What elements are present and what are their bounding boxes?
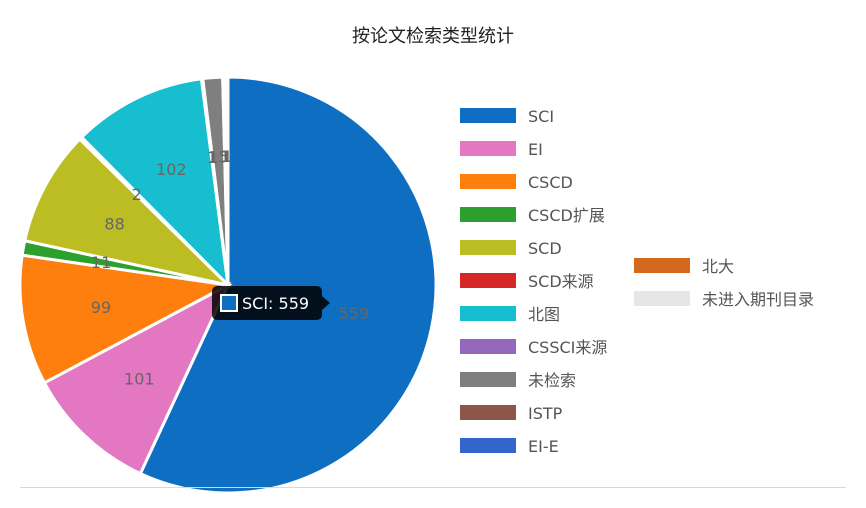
legend-label: CSSCI来源 <box>528 338 607 357</box>
tooltip-swatch <box>220 294 238 312</box>
pie-slices <box>18 75 438 495</box>
legend-swatch <box>460 306 516 321</box>
slice-value-label: 559 <box>339 304 370 323</box>
legend-item[interactable]: EI-E <box>460 437 559 456</box>
legend-swatch <box>460 273 516 288</box>
legend-swatch <box>634 258 690 273</box>
slice-value-label: 99 <box>91 298 111 317</box>
legend-swatch <box>460 207 516 222</box>
legend-item[interactable]: SCI <box>460 107 554 126</box>
legend-item[interactable]: 北图 <box>460 305 560 324</box>
legend-item[interactable]: CSCD <box>460 173 573 192</box>
divider <box>20 487 846 488</box>
legend-item[interactable]: EI <box>460 140 543 159</box>
legend-item[interactable]: SCD <box>460 239 562 258</box>
slice-value-label: 101 <box>124 370 155 389</box>
slice-value-label: 1 <box>207 148 217 167</box>
legend-label: ISTP <box>528 404 563 423</box>
legend-item[interactable]: 未检索 <box>460 371 576 390</box>
chart-title: 按论文检索类型统计 <box>352 26 514 47</box>
slice-value-label: 11 <box>91 253 111 272</box>
slice-value-label: 88 <box>104 215 124 234</box>
slice-value-label: 2 <box>132 185 142 204</box>
slice-value-label: 1 <box>220 147 230 166</box>
slice-2[interactable] <box>18 253 233 385</box>
slice-6[interactable] <box>79 77 231 290</box>
legend-swatch <box>634 291 690 306</box>
legend-swatch <box>460 240 516 255</box>
legend-label: 北大 <box>702 257 734 276</box>
tooltip-box <box>212 286 330 320</box>
slice-value-label: 102 <box>156 160 187 179</box>
legend-item[interactable]: CSCD扩展 <box>460 206 605 225</box>
slice-value-label: 15 <box>208 147 228 166</box>
legend-label: CSCD <box>528 173 573 192</box>
slice-value-label: 1 <box>222 147 232 166</box>
legend-swatch <box>460 372 516 387</box>
slice-4[interactable] <box>22 136 233 288</box>
legend-swatch <box>460 174 516 189</box>
legend-item[interactable]: 北大 <box>634 257 734 276</box>
slice-value-label: 1 <box>221 147 231 166</box>
legend-label: 未进入期刊目录 <box>702 290 814 309</box>
legend-swatch <box>460 339 516 354</box>
slice-1[interactable] <box>42 281 232 476</box>
legend-label: SCD <box>528 239 562 258</box>
legend-label: SCI <box>528 107 554 126</box>
legend-label: EI <box>528 140 543 159</box>
legend-swatch <box>460 405 516 420</box>
slice-0[interactable] <box>138 75 438 495</box>
legend-item[interactable]: SCD来源 <box>460 272 594 291</box>
legend-item[interactable]: 未进入期刊目录 <box>634 290 814 309</box>
slice-12[interactable] <box>225 75 230 286</box>
legend-swatch <box>460 108 516 123</box>
legend-item[interactable]: ISTP <box>460 404 563 423</box>
legend-label: 北图 <box>528 305 560 324</box>
legend-swatch <box>460 141 516 156</box>
tooltip: SCI: 559 <box>212 286 330 320</box>
slice-value-label: 1 <box>222 147 232 166</box>
legend-label: 未检索 <box>528 371 576 390</box>
legend-label: EI-E <box>528 437 559 456</box>
legend-item[interactable]: CSSCI来源 <box>460 338 607 357</box>
legend-label: SCD来源 <box>528 272 594 291</box>
tooltip-text: SCI: 559 <box>242 294 309 313</box>
legend-swatch <box>460 438 516 453</box>
legend-label: CSCD扩展 <box>528 206 605 225</box>
